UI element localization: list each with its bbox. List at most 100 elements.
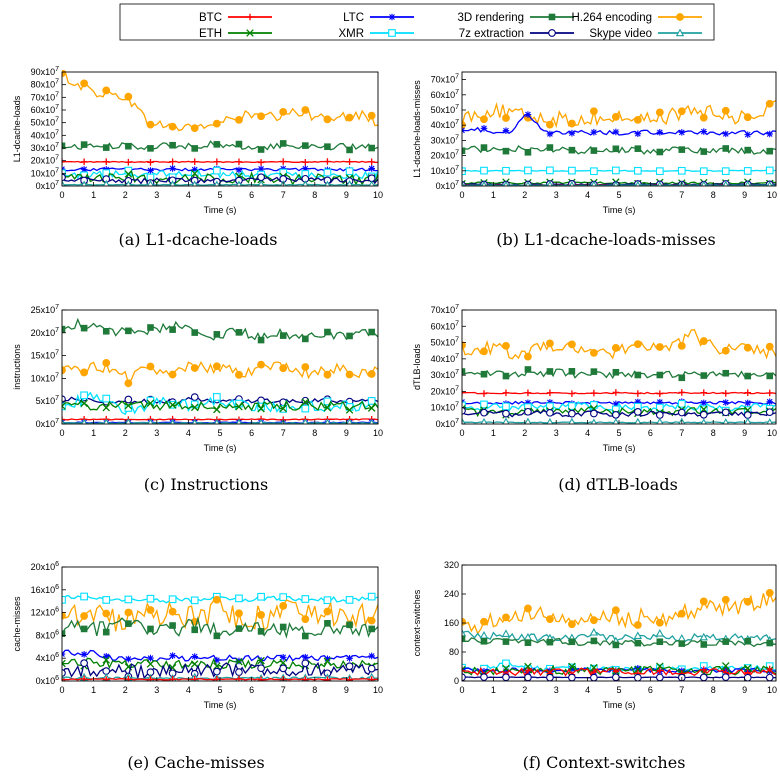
data-point [257, 180, 265, 186]
data-point [524, 149, 532, 156]
data-point [168, 607, 177, 616]
data-point [346, 180, 353, 186]
y-tick-label: 60x107 [431, 320, 460, 331]
data-point [634, 398, 642, 406]
series-h-264-encoding [462, 328, 776, 361]
data-point [568, 368, 576, 375]
data-point [568, 673, 576, 681]
data-point [235, 140, 243, 148]
data-point [502, 659, 510, 668]
data-point [235, 668, 243, 676]
y-tick-label: 80x107 [31, 79, 60, 90]
x-tick-label: 10 [373, 190, 383, 200]
data-point [102, 656, 110, 664]
data-point [700, 405, 708, 414]
data-point [124, 379, 133, 388]
data-point [147, 167, 154, 174]
x-tick-label: 3 [154, 190, 159, 200]
data-point [279, 653, 287, 661]
data-point [324, 143, 331, 150]
series-line [462, 400, 776, 405]
x-tick-label: 5 [217, 190, 222, 200]
panel-caption: (d) dTLB-loads [558, 475, 678, 494]
series-7z-extraction [462, 406, 776, 419]
x-tick-label: 3 [554, 190, 559, 200]
y-tick-label: 10x107 [431, 165, 460, 176]
legend-marker [388, 13, 396, 21]
data-point [744, 637, 752, 645]
data-point [190, 393, 199, 401]
data-point [524, 111, 532, 118]
data-point [590, 673, 598, 681]
data-point [480, 400, 488, 409]
y-tick-label: 30x107 [431, 134, 460, 145]
data-point [656, 662, 664, 670]
legend-marker [548, 29, 556, 37]
series-line [462, 113, 776, 136]
data-point [699, 337, 708, 345]
legend-entry-2: ETH [199, 28, 272, 40]
legend-entry-6: 7z extraction [459, 28, 574, 40]
data-point [722, 418, 730, 424]
data-point [102, 628, 110, 636]
data-point [169, 419, 176, 424]
data-point [744, 180, 751, 186]
data-point [503, 180, 509, 186]
x-tick-label: 5 [616, 685, 621, 695]
legend-label: Skype video [589, 28, 652, 40]
data-point [633, 166, 642, 175]
data-point [279, 364, 288, 373]
x-tick-label: 2 [522, 190, 527, 200]
data-point [766, 130, 774, 138]
data-point [765, 408, 774, 417]
data-point [700, 418, 707, 424]
data-point [62, 630, 66, 638]
data-point [279, 158, 287, 165]
data-point [279, 140, 287, 147]
data-point [721, 346, 730, 355]
data-point [766, 418, 773, 424]
series-eth [62, 398, 378, 414]
x-tick-label: 4 [186, 685, 191, 695]
data-point [568, 620, 576, 629]
data-point [612, 400, 620, 408]
data-point [80, 659, 88, 668]
data-point [125, 620, 132, 627]
data-point [169, 165, 176, 172]
data-point [502, 389, 510, 397]
data-point [147, 158, 154, 166]
data-point [612, 166, 620, 175]
data-point [302, 632, 309, 640]
data-point [147, 145, 154, 152]
data-point [743, 597, 752, 606]
x-axis-label: Time (s) [603, 443, 636, 453]
data-point [700, 372, 708, 379]
data-point [699, 410, 708, 419]
y-tick-label: 8x106 [36, 629, 60, 640]
data-point [590, 128, 598, 136]
data-point [124, 608, 133, 617]
data-point [546, 638, 554, 646]
y-tick-label: 20x107 [431, 150, 460, 161]
x-tick-label: 4 [186, 190, 191, 200]
y-tick-label: 0x107 [36, 180, 60, 191]
data-point [721, 595, 730, 604]
data-point [462, 628, 467, 637]
data-point [546, 417, 554, 424]
data-point [81, 180, 88, 186]
data-point [102, 403, 110, 412]
panels: 0x10710x10720x10730x10740x10750x10760x10… [12, 66, 777, 772]
legend-entry-4: XMR [338, 28, 414, 40]
data-point [62, 142, 66, 150]
data-point [721, 106, 730, 115]
data-point [213, 632, 221, 640]
data-point [323, 596, 332, 605]
data-point [502, 372, 510, 380]
data-point [190, 169, 199, 178]
data-point [212, 119, 221, 128]
x-tick-label: 9 [742, 428, 747, 438]
data-point [190, 124, 199, 133]
x-tick-label: 8 [312, 428, 317, 438]
data-point [743, 113, 752, 122]
data-point [546, 339, 554, 348]
